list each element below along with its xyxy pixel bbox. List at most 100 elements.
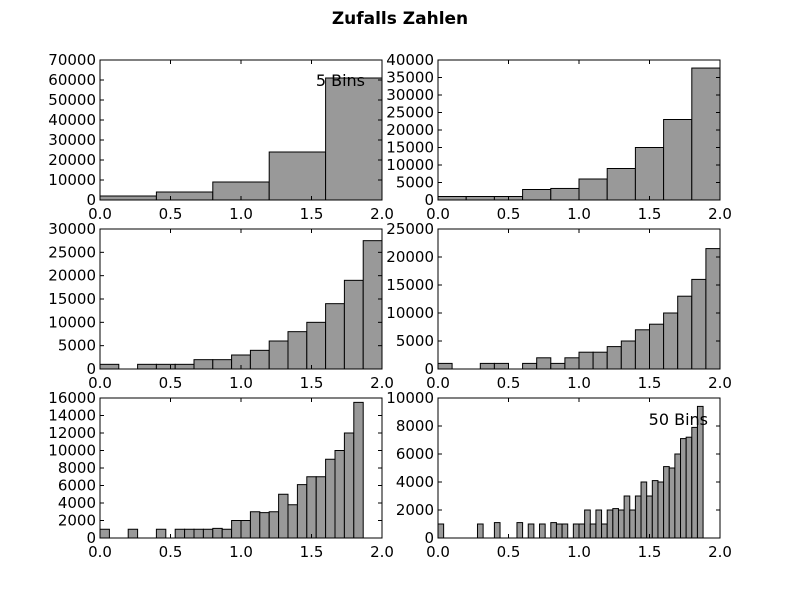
histogram-bar	[668, 467, 676, 539]
y-tick-label: 10000	[386, 156, 434, 174]
y-tick-label: 5000	[396, 332, 434, 350]
histogram-bar	[184, 528, 195, 539]
histogram-bar	[634, 495, 642, 539]
histogram-bar	[649, 323, 665, 370]
y-tick-label: 12000	[48, 424, 96, 442]
bin-count-annotation: 50 Bins	[649, 410, 708, 429]
histogram-bar	[127, 528, 139, 539]
histogram-bar	[437, 196, 467, 201]
x-tick-label: 0.5	[159, 205, 183, 223]
y-tick-label: 4000	[396, 473, 434, 491]
x-tick-label: 0.0	[88, 543, 112, 561]
histogram-bar	[550, 187, 580, 201]
histogram-bar	[437, 362, 453, 370]
histogram-bar	[155, 191, 214, 201]
y-tick-label: 25000	[48, 243, 96, 261]
y-tick-label: 6000	[396, 445, 434, 463]
figure-title: Zufalls Zahlen	[331, 9, 469, 29]
histogram-bar	[595, 509, 603, 539]
histogram-bar	[674, 453, 682, 539]
histogram-bar	[584, 509, 591, 539]
histogram-bar	[99, 363, 120, 370]
histogram-bar	[705, 248, 721, 370]
histogram-bar	[589, 523, 597, 539]
y-tick-label: 0	[86, 191, 96, 209]
y-tick-label: 50000	[48, 91, 96, 109]
y-tick-label: 15000	[386, 276, 434, 294]
histogram-bar	[550, 522, 557, 539]
x-tick-label: 0.0	[88, 205, 112, 223]
y-tick-label: 0	[424, 529, 434, 547]
x-tick-label: 1.0	[229, 374, 253, 392]
histogram-bar	[315, 476, 327, 539]
histogram-bar	[174, 528, 186, 539]
histogram-panel-2: 0.0 0.5 1.0 1.5 2.0 0500010000150002000025000…	[386, 51, 732, 223]
x-tick-label: 2.0	[708, 205, 732, 223]
x-tick-label: 0.5	[159, 374, 183, 392]
histogram-bar	[278, 493, 289, 539]
histogram-bar	[193, 359, 214, 370]
histogram-bar	[606, 346, 622, 370]
x-tick-label: 0.5	[159, 543, 183, 561]
histogram-bar	[465, 196, 495, 201]
x-tick-label: 0.0	[426, 374, 450, 392]
histogram-bar	[193, 528, 204, 539]
x-tick-label: 2.0	[708, 374, 732, 392]
histogram-bar	[174, 363, 195, 370]
histogram-bar	[629, 509, 636, 539]
x-tick-label: 1.5	[300, 543, 324, 561]
histogram-bar	[691, 426, 698, 539]
histogram-bar	[606, 509, 614, 539]
y-tick-label: 20000	[48, 151, 96, 169]
histogram-bar	[476, 523, 484, 539]
histogram-bar	[493, 362, 509, 370]
x-tick-label: 2.0	[370, 205, 394, 223]
histogram-bar	[268, 511, 280, 539]
histogram-bar	[522, 189, 552, 201]
histogram-bar	[663, 119, 693, 201]
histogram-bar	[601, 523, 608, 539]
histogram-bar	[685, 436, 693, 539]
histogram-panel-5: 0.0 0.5 1.0 1.5 2.0 0200040006000800010000120…	[48, 389, 394, 561]
y-tick-label: 16000	[48, 389, 96, 407]
histogram-bar	[212, 359, 233, 370]
histogram-bar	[677, 295, 693, 370]
histogram-bar	[343, 432, 355, 539]
x-tick-label: 1.0	[567, 543, 591, 561]
histogram-bar	[493, 522, 501, 539]
y-tick-label: 40000	[386, 51, 434, 69]
y-tick-label: 10000	[48, 313, 96, 331]
y-tick-label: 20000	[48, 267, 96, 285]
histogram-bar	[522, 362, 538, 370]
histogram-bar	[259, 512, 270, 539]
y-tick-label: 0	[424, 191, 434, 209]
histogram-bar	[155, 528, 167, 539]
x-tick-label: 1.0	[567, 374, 591, 392]
histogram-bar	[212, 527, 223, 539]
y-tick-label: 20000	[386, 248, 434, 266]
histogram-bar	[287, 504, 298, 539]
histogram-bar	[334, 450, 345, 539]
histogram-bar	[572, 523, 580, 539]
histogram-bar	[99, 528, 110, 539]
histogram-panel-6: 0.0 0.5 1.0 1.5 2.0 0 2000 4000 6000 8000 10000 50 …	[386, 389, 732, 561]
histogram-bar	[137, 363, 157, 370]
y-tick-label: 0	[86, 360, 96, 378]
x-tick-label: 2.0	[370, 543, 394, 561]
histogram-bar	[306, 321, 327, 370]
histogram-bar	[620, 340, 636, 370]
histogram-bar	[249, 349, 270, 370]
histogram-bar	[325, 77, 383, 201]
x-tick-label: 0.0	[88, 374, 112, 392]
y-tick-label: 70000	[48, 51, 96, 69]
histogram-bar	[555, 523, 563, 539]
x-tick-label: 0.5	[497, 374, 521, 392]
histogram-bar	[249, 511, 261, 539]
histogram-bar	[634, 147, 665, 201]
y-tick-label: 25000	[386, 104, 434, 122]
y-tick-label: 5000	[396, 174, 434, 192]
histogram-bar	[634, 329, 651, 370]
y-tick-label: 30000	[386, 86, 434, 104]
histogram-bar	[516, 522, 524, 539]
y-tick-label: 60000	[48, 71, 96, 89]
